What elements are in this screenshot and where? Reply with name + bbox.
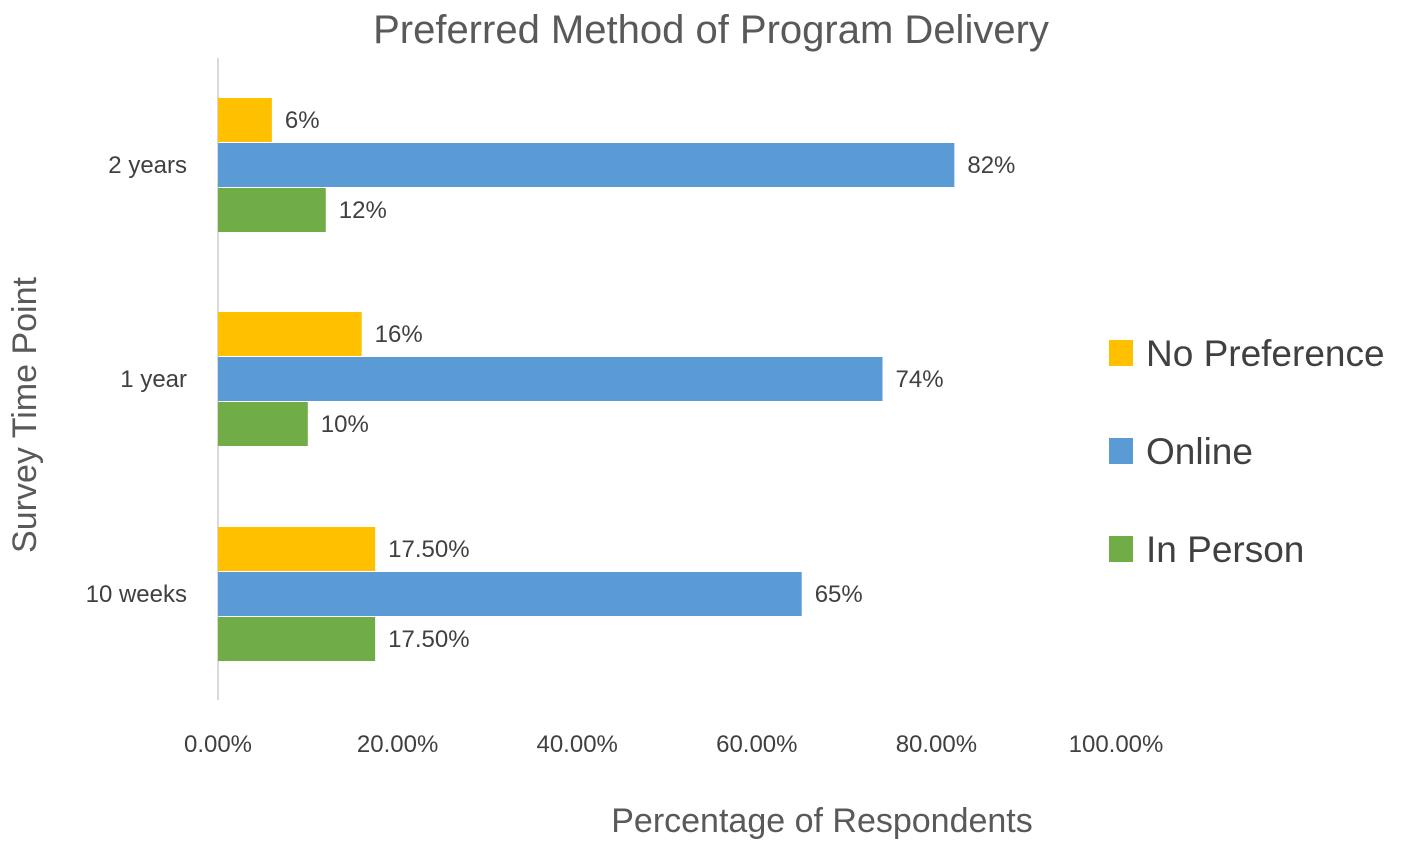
chart-title: Preferred Method of Program Delivery (373, 8, 1049, 52)
bar-no-preference (218, 312, 362, 356)
x-tick-label: 80.00% (896, 731, 977, 758)
data-label: 74% (896, 366, 944, 393)
plot-area: 0.00% 20.00% 40.00% 60.00% 80.00% 100.00% 2 ye… (86, 98, 1164, 758)
data-label: 82% (967, 152, 1015, 179)
bar-in-person (218, 402, 308, 446)
y-axis-title: Survey Time Point (6, 277, 44, 553)
legend-label: Online (1146, 431, 1253, 472)
legend: No Preference Online In Person (1109, 333, 1385, 570)
data-label: 12% (339, 197, 387, 224)
category-label: 1 year (120, 366, 187, 393)
data-label: 17.50% (388, 536, 469, 563)
data-label: 16% (375, 321, 423, 348)
legend-swatch (1109, 536, 1133, 562)
category-label: 2 years (108, 152, 187, 179)
bar-no-preference (218, 98, 272, 142)
x-tick-label: 20.00% (357, 731, 438, 758)
bar-in-person (218, 188, 326, 232)
category-label: 10 weeks (86, 581, 187, 608)
legend-swatch (1109, 340, 1133, 366)
data-label: 65% (815, 581, 863, 608)
x-tick-label: 100.00% (1069, 731, 1164, 758)
bar-online (218, 357, 883, 401)
legend-swatch (1109, 438, 1133, 464)
legend-label: In Person (1146, 529, 1304, 570)
data-label: 17.50% (388, 626, 469, 653)
bar-in-person (218, 617, 376, 661)
legend-label: No Preference (1146, 333, 1385, 374)
bar-online (218, 572, 802, 616)
bar-online (218, 143, 955, 187)
x-axis-title: Percentage of Respondents (611, 802, 1033, 840)
x-tick-label: 60.00% (716, 731, 797, 758)
x-tick-label: 0.00% (184, 731, 252, 758)
data-label: 6% (285, 107, 320, 134)
data-label: 10% (321, 411, 369, 438)
bar-no-preference (218, 527, 376, 571)
x-tick-label: 40.00% (536, 731, 617, 758)
